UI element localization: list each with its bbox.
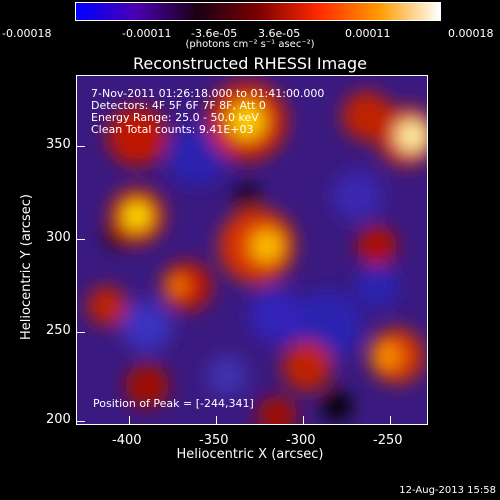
y-tick-mark — [77, 421, 85, 422]
peak-position-text: Position of Peak = [-244,341] — [93, 397, 254, 410]
heatmap-blob — [167, 276, 187, 296]
method-counts-text: Clean Total counts: 9.41E+03 — [91, 123, 254, 136]
x-tick-label: -350 — [199, 433, 229, 448]
x-tick-label: -300 — [286, 433, 316, 448]
heatmap-blob — [125, 364, 169, 408]
colorbar-tick-label: 3.6e-05 — [258, 27, 301, 40]
heatmap-blob — [249, 288, 305, 344]
heatmap-blob — [322, 391, 352, 421]
colorbar — [75, 2, 441, 21]
y-tick-label: 350 — [46, 137, 71, 152]
x-tick-label: -400 — [112, 433, 142, 448]
x-tick-mark — [216, 416, 217, 424]
y-tick-mark — [77, 332, 85, 333]
colorbar-tick-label: 0.00018 — [448, 27, 494, 40]
heatmap-blob — [235, 184, 259, 208]
y-tick-label: 200 — [46, 412, 71, 427]
heatmap-blob — [373, 342, 401, 370]
energy-range-text: Energy Range: 25.0 - 50.0 keV — [91, 111, 259, 124]
colorbar-tick-label: -0.00018 — [2, 27, 52, 40]
y-tick-mark — [77, 146, 85, 147]
heatmap-blob — [87, 286, 127, 326]
heatmap-blob — [167, 126, 227, 186]
heatmap-blob — [229, 103, 265, 139]
heatmap-blob — [123, 202, 151, 230]
heatmap-blob — [342, 91, 392, 141]
heatmap-blob — [257, 396, 297, 424]
heatmap-blob — [251, 230, 283, 262]
heatmap-blob — [357, 226, 397, 266]
heatmap-blob — [107, 106, 167, 166]
y-axis-label: Heliocentric Y (arcsec) — [19, 194, 34, 340]
y-tick-mark — [77, 239, 85, 240]
colorbar-tick-label: -0.00011 — [122, 27, 172, 40]
colorbar-tick-label: -3.6e-05 — [191, 27, 238, 40]
x-tick-mark — [129, 416, 130, 424]
heatmap-blob — [355, 264, 399, 308]
detectors-text: Detectors: 4F 5F 6F 7F 8F, Att 0 — [91, 99, 266, 112]
time-range-text: 7-Nov-2011 01:26:18.000 to 01:41:00.000 — [91, 87, 325, 100]
y-tick-label: 250 — [46, 323, 71, 338]
heatmap-blob — [207, 356, 247, 396]
x-tick-mark — [390, 416, 391, 424]
heatmap-blob — [282, 341, 332, 391]
heatmap-blob — [396, 120, 427, 152]
heatmap-blob — [122, 301, 172, 351]
x-axis-label: Heliocentric X (arcsec) — [176, 447, 324, 462]
render-timestamp: 12-Aug-2013 15:58 — [399, 485, 496, 496]
x-tick-mark — [303, 416, 304, 424]
x-tick-label: -250 — [373, 433, 403, 448]
image-title: Reconstructed RHESSI Image — [133, 54, 367, 73]
heatmap-blob — [332, 171, 382, 221]
plot-area: 7-Nov-2011 01:26:18.000 to 01:41:00.000 … — [76, 75, 428, 425]
colorbar-units-label: (photons cm⁻² s⁻¹ asec⁻²) — [185, 39, 315, 50]
y-tick-label: 300 — [46, 230, 71, 245]
heatmap-image — [77, 76, 427, 424]
colorbar-tick-label: 0.00011 — [345, 27, 391, 40]
